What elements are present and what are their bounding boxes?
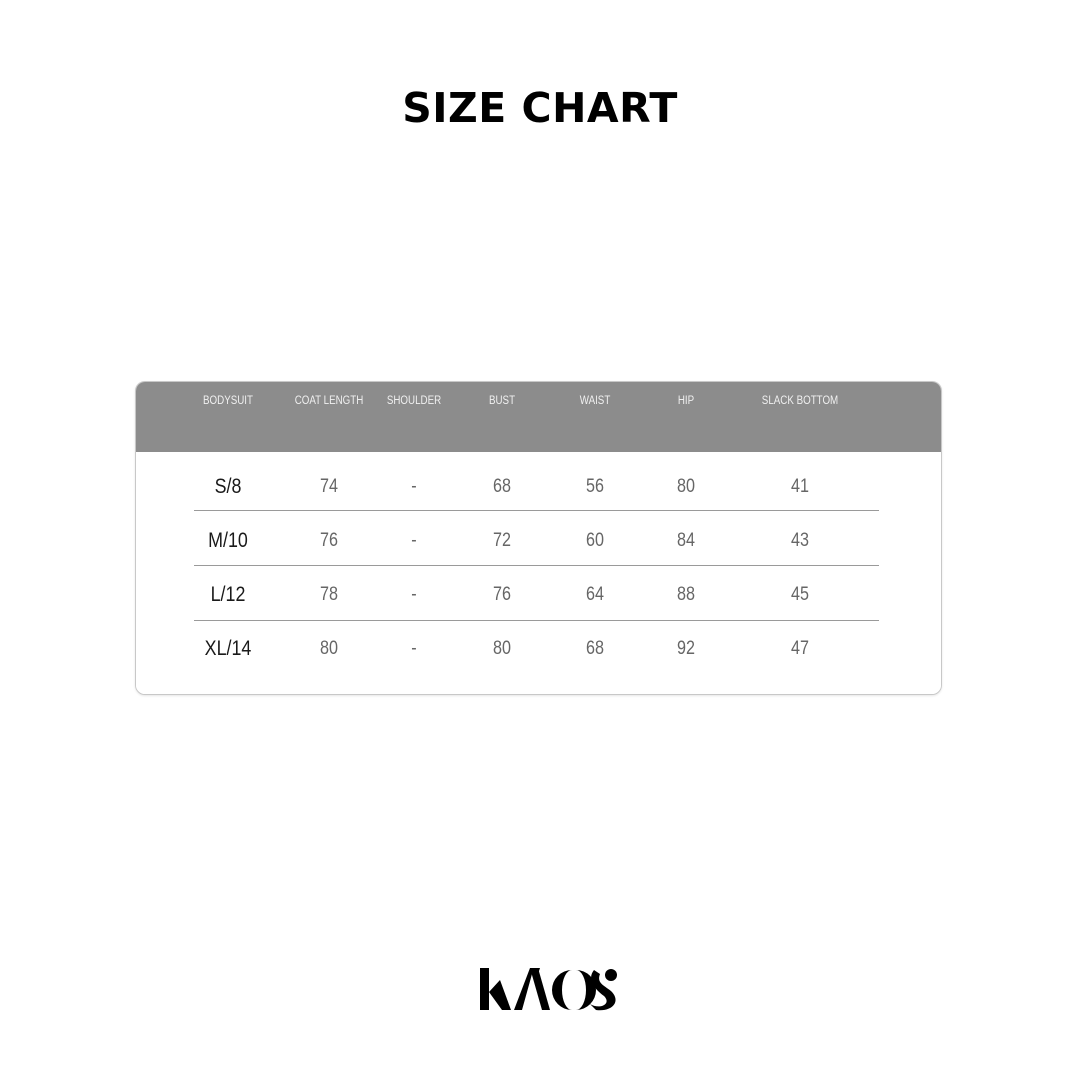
table-cell: 45: [791, 584, 809, 605]
table-header: [136, 382, 941, 452]
column-header: COAT LENGTH: [294, 395, 364, 407]
table-cell: -: [411, 638, 417, 659]
row-divider: [194, 510, 879, 511]
size-label: XL/14: [204, 637, 252, 660]
table-cell: 92: [677, 638, 695, 659]
table-cell: 76: [493, 584, 511, 605]
page-title: SIZE CHART: [402, 84, 678, 132]
table-cell: 76: [320, 530, 338, 551]
table-cell: -: [411, 584, 417, 605]
table-cell: 74: [320, 476, 338, 497]
column-header: SHOULDER: [386, 395, 442, 407]
table-cell: 43: [791, 530, 809, 551]
table-cell: 47: [791, 638, 809, 659]
kaos-logo: [480, 968, 617, 1011]
size-label: M/10: [208, 529, 248, 552]
column-header: WAIST: [579, 395, 611, 407]
table-cell: 84: [677, 530, 695, 551]
table-cell: 80: [677, 476, 695, 497]
size-chart-table: BODYSUIT COAT LENGTH SHOULDER BUST WAIST HIP S…: [135, 381, 942, 695]
table-cell: 64: [586, 584, 604, 605]
table-cell: 80: [493, 638, 511, 659]
column-header: BUST: [488, 395, 516, 407]
table-cell: 72: [493, 530, 511, 551]
table-cell: -: [411, 530, 417, 551]
column-header: SLACK BOTTOM: [761, 395, 839, 407]
table-cell: 68: [493, 476, 511, 497]
row-divider: [194, 565, 879, 566]
table-cell: 80: [320, 638, 338, 659]
table-cell: 88: [677, 584, 695, 605]
row-divider: [194, 620, 879, 621]
table-cell: -: [411, 476, 417, 497]
column-header: HIP: [677, 395, 695, 407]
size-label: L/12: [210, 583, 246, 606]
column-header: BODYSUIT: [203, 395, 253, 407]
table-bottom-mask: [136, 666, 941, 694]
table-cell: 60: [586, 530, 604, 551]
size-label: S/8: [214, 475, 242, 498]
table-cell: 68: [586, 638, 604, 659]
table-cell: 56: [586, 476, 604, 497]
table-cell: 78: [320, 584, 338, 605]
table-cell: 41: [791, 476, 809, 497]
